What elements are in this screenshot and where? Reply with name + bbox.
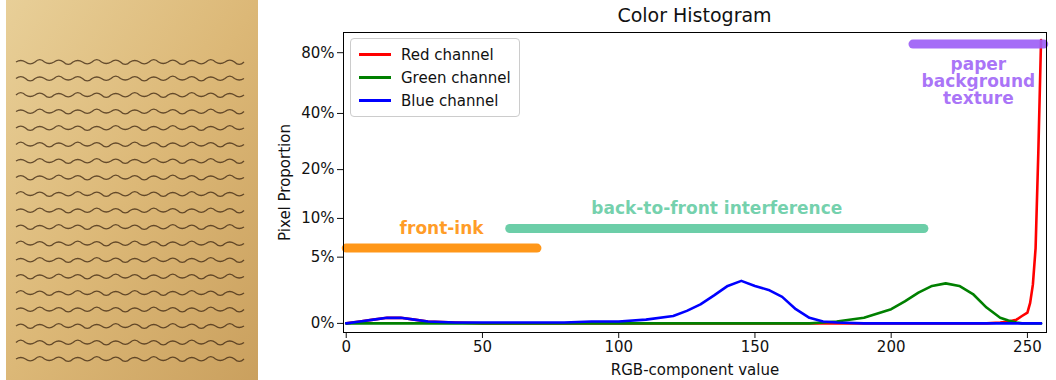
svg-text:80%: 80%: [301, 43, 334, 61]
html-text:Blue channel: Blue channel: [401, 91, 499, 110]
svg-text:0: 0: [341, 338, 351, 356]
svg-text:0%: 0%: [311, 314, 335, 332]
html-text:Green channel: Green channel: [401, 68, 511, 87]
svg-text:50: 50: [473, 338, 492, 356]
svg-text:10%: 10%: [301, 209, 334, 227]
svg-text:paperbackgroundtexture: paperbackgroundtexture: [922, 54, 1036, 108]
svg-text:back-to-front interference: back-to-front interference: [591, 198, 842, 218]
svg-text:RGB-component value: RGB-component value: [611, 361, 779, 379]
html-text:Red channel: Red channel: [401, 45, 494, 64]
svg-text:front-ink: front-ink: [400, 217, 485, 237]
html-text:Color Histogram: Color Histogram: [617, 4, 772, 26]
svg-text:200: 200: [877, 338, 906, 356]
svg-text:150: 150: [741, 338, 770, 356]
svg-text:40%: 40%: [301, 104, 334, 122]
svg-text:Pixel Proportion: Pixel Proportion: [276, 124, 294, 241]
svg-text:250: 250: [1013, 338, 1042, 356]
svg-text:20%: 20%: [301, 160, 334, 178]
svg-text:5%: 5%: [311, 248, 335, 266]
svg-text:100: 100: [604, 338, 633, 356]
